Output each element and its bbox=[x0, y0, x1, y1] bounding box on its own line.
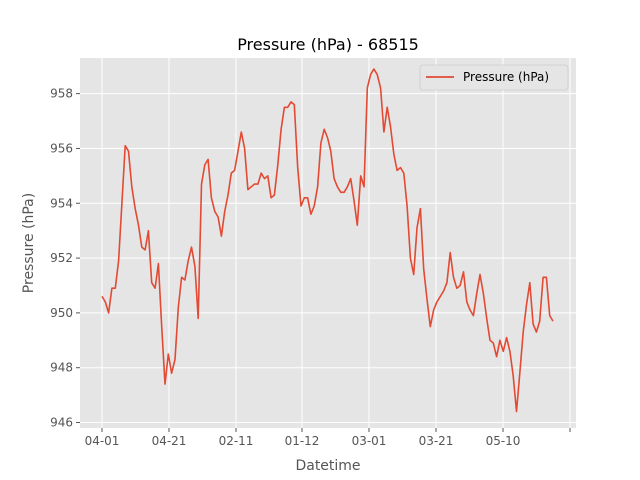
chart-title: Pressure (hPa) - 68515 bbox=[237, 35, 419, 54]
y-tick-label: 946 bbox=[50, 416, 73, 430]
legend-box bbox=[419, 64, 569, 91]
y-tick-label: 958 bbox=[50, 87, 73, 101]
y-tick-label: 952 bbox=[50, 251, 73, 265]
y-axis: 946 948 950 952 954 956 958 bbox=[50, 87, 80, 430]
x-tick-label: 02-11 bbox=[219, 434, 254, 448]
x-tick-label: 03-01 bbox=[352, 434, 387, 448]
plot-area bbox=[80, 58, 576, 428]
y-tick-label: 948 bbox=[50, 361, 73, 375]
legend: Pressure (hPa) bbox=[419, 64, 569, 91]
x-tick-label: 04-21 bbox=[152, 434, 187, 448]
x-axis: 04-01 04-21 02-11 01-12 03-01 03-21 05-10 bbox=[85, 428, 571, 448]
legend-label: Pressure (hPa) bbox=[463, 70, 549, 84]
x-axis-label: Datetime bbox=[295, 458, 360, 474]
x-tick-label: 05-10 bbox=[486, 434, 521, 448]
y-tick-label: 950 bbox=[50, 306, 73, 320]
x-tick-label: 01-12 bbox=[285, 434, 320, 448]
gridlines bbox=[80, 58, 576, 428]
y-axis-label: Pressure (hPa) bbox=[21, 193, 37, 293]
y-tick-label: 954 bbox=[50, 196, 73, 210]
x-tick-label: 04-01 bbox=[85, 434, 120, 448]
series-line-pressure bbox=[101, 68, 554, 413]
x-tick-label: 03-21 bbox=[419, 434, 454, 448]
series-layer bbox=[101, 68, 554, 413]
y-tick-label: 956 bbox=[50, 141, 73, 155]
